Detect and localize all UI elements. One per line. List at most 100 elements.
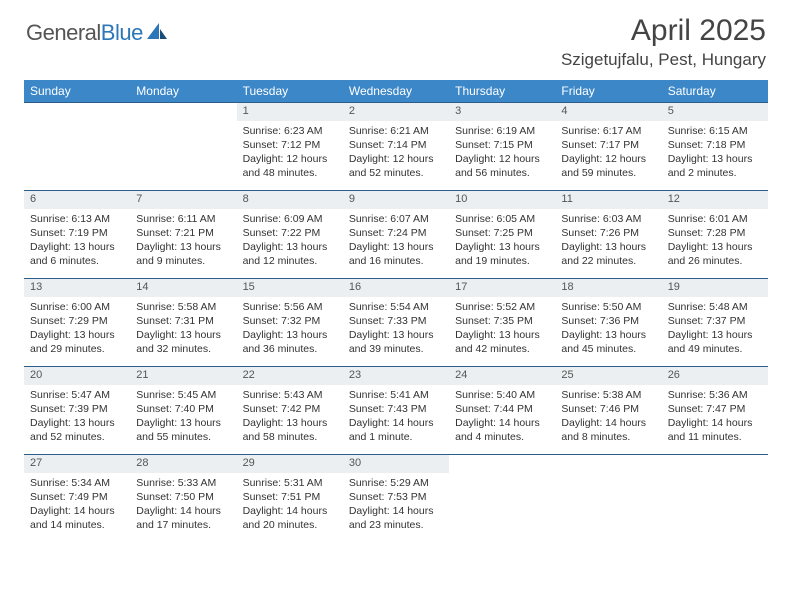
day-number: 4 (555, 103, 661, 121)
daynum-row: 20212223242526 (24, 367, 768, 385)
day-cell: Sunrise: 5:34 AMSunset: 7:49 PMDaylight:… (24, 473, 130, 543)
sunrise-text: Sunrise: 5:47 AM (30, 388, 124, 402)
daylight-text: Daylight: 13 hours and 58 minutes. (243, 416, 337, 444)
daynum-row: 6789101112 (24, 191, 768, 209)
day-number: 22 (237, 367, 343, 385)
daylight-text: Daylight: 13 hours and 16 minutes. (349, 240, 443, 268)
sunset-text: Sunset: 7:29 PM (30, 314, 124, 328)
sunrise-text: Sunrise: 6:05 AM (455, 212, 549, 226)
sunset-text: Sunset: 7:14 PM (349, 138, 443, 152)
sunset-text: Sunset: 7:47 PM (668, 402, 762, 416)
title-block: April 2025 Szigetujfalu, Pest, Hungary (561, 14, 766, 70)
daylight-text: Daylight: 13 hours and 9 minutes. (136, 240, 230, 268)
day-cell (130, 121, 236, 191)
sunrise-text: Sunrise: 5:36 AM (668, 388, 762, 402)
daylight-text: Daylight: 14 hours and 1 minute. (349, 416, 443, 444)
day-cell: Sunrise: 5:43 AMSunset: 7:42 PMDaylight:… (237, 385, 343, 455)
day-number: 25 (555, 367, 661, 385)
day-cell (662, 473, 768, 543)
sunset-text: Sunset: 7:42 PM (243, 402, 337, 416)
sunset-text: Sunset: 7:33 PM (349, 314, 443, 328)
sunrise-text: Sunrise: 5:54 AM (349, 300, 443, 314)
sunset-text: Sunset: 7:43 PM (349, 402, 443, 416)
daylight-text: Daylight: 13 hours and 22 minutes. (561, 240, 655, 268)
day-number: 2 (343, 103, 449, 121)
daylight-text: Daylight: 13 hours and 52 minutes. (30, 416, 124, 444)
sunrise-text: Sunrise: 5:29 AM (349, 476, 443, 490)
sunset-text: Sunset: 7:51 PM (243, 490, 337, 504)
daylight-text: Daylight: 13 hours and 2 minutes. (668, 152, 762, 180)
daylight-text: Daylight: 13 hours and 39 minutes. (349, 328, 443, 356)
day-number: 29 (237, 455, 343, 473)
daylight-text: Daylight: 13 hours and 6 minutes. (30, 240, 124, 268)
day-cell: Sunrise: 5:45 AMSunset: 7:40 PMDaylight:… (130, 385, 236, 455)
sunrise-text: Sunrise: 6:01 AM (668, 212, 762, 226)
day-number: 27 (24, 455, 130, 473)
day-cell: Sunrise: 6:09 AMSunset: 7:22 PMDaylight:… (237, 209, 343, 279)
daynum-row: 13141516171819 (24, 279, 768, 297)
day-number: 30 (343, 455, 449, 473)
sunrise-text: Sunrise: 5:45 AM (136, 388, 230, 402)
weekday-header-row: Sunday Monday Tuesday Wednesday Thursday… (24, 80, 768, 103)
header: GeneralBlue April 2025 Szigetujfalu, Pes… (0, 0, 792, 74)
logo-text: GeneralBlue (26, 20, 143, 46)
day-cell: Sunrise: 5:41 AMSunset: 7:43 PMDaylight:… (343, 385, 449, 455)
daylight-text: Daylight: 13 hours and 26 minutes. (668, 240, 762, 268)
day-number: 12 (662, 191, 768, 209)
day-number: 28 (130, 455, 236, 473)
day-cell: Sunrise: 5:48 AMSunset: 7:37 PMDaylight:… (662, 297, 768, 367)
sunset-text: Sunset: 7:31 PM (136, 314, 230, 328)
day-number: 24 (449, 367, 555, 385)
day-cell: Sunrise: 5:31 AMSunset: 7:51 PMDaylight:… (237, 473, 343, 543)
day-number (449, 455, 555, 473)
day-number: 1 (237, 103, 343, 121)
sunset-text: Sunset: 7:18 PM (668, 138, 762, 152)
daylight-text: Daylight: 13 hours and 49 minutes. (668, 328, 762, 356)
day-number: 6 (24, 191, 130, 209)
day-cell: Sunrise: 5:47 AMSunset: 7:39 PMDaylight:… (24, 385, 130, 455)
sunset-text: Sunset: 7:28 PM (668, 226, 762, 240)
daylight-text: Daylight: 13 hours and 32 minutes. (136, 328, 230, 356)
content-row: Sunrise: 5:34 AMSunset: 7:49 PMDaylight:… (24, 473, 768, 543)
day-cell: Sunrise: 5:50 AMSunset: 7:36 PMDaylight:… (555, 297, 661, 367)
daylight-text: Daylight: 13 hours and 42 minutes. (455, 328, 549, 356)
daylight-text: Daylight: 12 hours and 56 minutes. (455, 152, 549, 180)
weekday-header: Thursday (449, 80, 555, 103)
day-cell: Sunrise: 6:11 AMSunset: 7:21 PMDaylight:… (130, 209, 236, 279)
day-cell: Sunrise: 5:54 AMSunset: 7:33 PMDaylight:… (343, 297, 449, 367)
day-number: 14 (130, 279, 236, 297)
day-number: 13 (24, 279, 130, 297)
day-cell: Sunrise: 5:56 AMSunset: 7:32 PMDaylight:… (237, 297, 343, 367)
day-cell: Sunrise: 6:21 AMSunset: 7:14 PMDaylight:… (343, 121, 449, 191)
page-title: April 2025 (561, 14, 766, 48)
daylight-text: Daylight: 13 hours and 36 minutes. (243, 328, 337, 356)
sunrise-text: Sunrise: 5:52 AM (455, 300, 549, 314)
sunset-text: Sunset: 7:19 PM (30, 226, 124, 240)
sunrise-text: Sunrise: 5:58 AM (136, 300, 230, 314)
daylight-text: Daylight: 14 hours and 11 minutes. (668, 416, 762, 444)
sunrise-text: Sunrise: 5:34 AM (30, 476, 124, 490)
sunrise-text: Sunrise: 6:09 AM (243, 212, 337, 226)
day-cell: Sunrise: 6:13 AMSunset: 7:19 PMDaylight:… (24, 209, 130, 279)
sunset-text: Sunset: 7:40 PM (136, 402, 230, 416)
sunrise-text: Sunrise: 6:00 AM (30, 300, 124, 314)
sunset-text: Sunset: 7:35 PM (455, 314, 549, 328)
day-number: 17 (449, 279, 555, 297)
sunset-text: Sunset: 7:44 PM (455, 402, 549, 416)
sunrise-text: Sunrise: 6:17 AM (561, 124, 655, 138)
day-number: 5 (662, 103, 768, 121)
day-number: 9 (343, 191, 449, 209)
content-row: Sunrise: 6:23 AMSunset: 7:12 PM Daylight:… (24, 121, 768, 191)
daylight-text: Daylight: 13 hours and 29 minutes. (30, 328, 124, 356)
sunset-text: Sunset: 7:17 PM (561, 138, 655, 152)
sunrise-text: Sunrise: 6:23 AM (243, 124, 337, 138)
day-cell: Sunrise: 6:05 AMSunset: 7:25 PMDaylight:… (449, 209, 555, 279)
sunset-text: Sunset: 7:12 PM (243, 138, 337, 152)
day-number: 11 (555, 191, 661, 209)
weekday-header: Wednesday (343, 80, 449, 103)
day-number: 20 (24, 367, 130, 385)
daylight-text: Daylight: 14 hours and 17 minutes. (136, 504, 230, 532)
logo-part1: General (26, 20, 101, 45)
day-cell: Sunrise: 6:15 AMSunset: 7:18 PMDaylight:… (662, 121, 768, 191)
sunrise-text: Sunrise: 5:40 AM (455, 388, 549, 402)
